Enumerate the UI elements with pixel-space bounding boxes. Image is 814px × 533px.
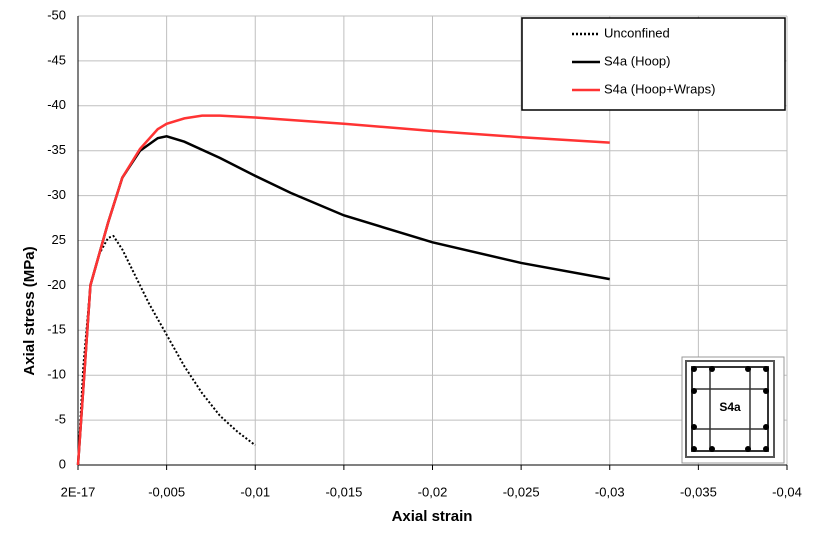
legend-label: Unconfined [604, 25, 670, 40]
y-tick-label: -5 [54, 412, 66, 427]
y-tick-label: -35 [47, 142, 66, 157]
legend [521, 17, 786, 111]
icon-bars [691, 366, 769, 452]
x-tick-label: -0,035 [680, 484, 717, 499]
y-tick-label: -20 [47, 277, 66, 292]
x-tick-label: -0,015 [325, 484, 362, 499]
icon-section [685, 360, 775, 458]
x-tick-label: -0,04 [772, 484, 802, 499]
y-tick-label: -10 [47, 367, 66, 382]
y-tick-label: 25 [52, 232, 66, 247]
x-tick-label: -0,01 [240, 484, 270, 499]
icon-tie [691, 388, 769, 430]
legend-label: S4a (Hoop+Wraps) [604, 81, 715, 96]
x-tick-label: 2E-17 [61, 484, 96, 499]
x-axis-title: Axial strain [392, 508, 473, 525]
icon-tie [709, 366, 751, 452]
y-tick-label: -50 [47, 7, 66, 22]
series-line [76, 114, 610, 466]
x-tick-label: -0,005 [148, 484, 185, 499]
y-tick-label: -40 [47, 97, 66, 112]
y-tick-label: -15 [47, 322, 66, 337]
section-label: S4a [719, 400, 741, 414]
y-tick-label: -30 [47, 187, 66, 202]
legend-label: S4a (Hoop) [604, 53, 670, 68]
y-tick-label: 0 [59, 456, 66, 471]
series-line [77, 234, 256, 466]
y-tick-label: -45 [47, 52, 66, 67]
section-icon [681, 356, 785, 464]
x-tick-label: -0,02 [418, 484, 448, 499]
x-tick-label: -0,025 [503, 484, 540, 499]
x-tick-label: -0,03 [595, 484, 625, 499]
y-axis-title: Axial stress (MPa) [21, 246, 38, 375]
